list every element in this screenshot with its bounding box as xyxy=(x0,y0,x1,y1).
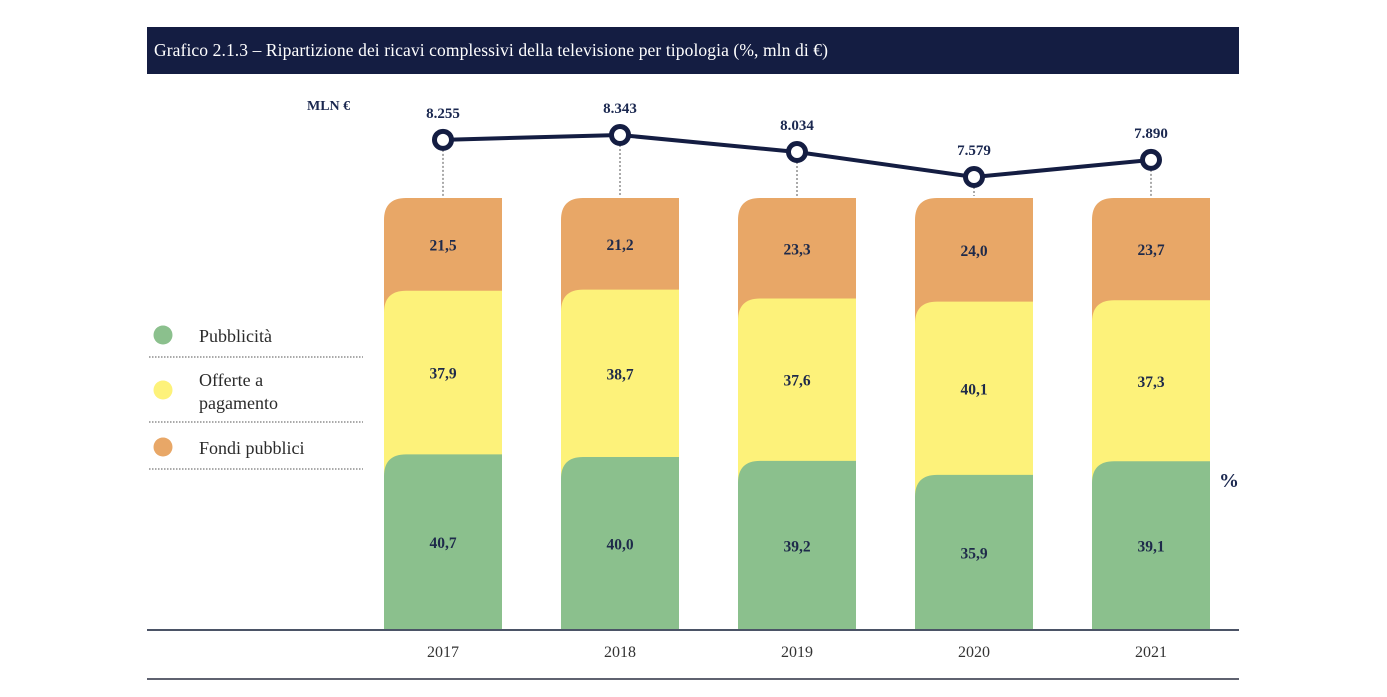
segment-value-label: 37,9 xyxy=(429,366,456,383)
segment-value-label: 40,1 xyxy=(960,381,987,398)
bar-segment-offerte-a-pagamento-2019 xyxy=(738,298,856,483)
legend: Pubblicità Offerte a pagamento Fondi pubbli… xyxy=(149,325,363,470)
segment-value-label: 21,2 xyxy=(606,237,633,254)
line-value-label-2020: 7.579 xyxy=(957,143,991,159)
segment-value-label: 21,5 xyxy=(429,237,456,254)
x-tick-label-2021: 2021 xyxy=(1135,644,1167,661)
bar-segment-pubblicit--2017 xyxy=(384,454,502,630)
bar-segment-pubblicit--2021 xyxy=(1092,461,1210,630)
legend-label: Offerte a xyxy=(199,370,263,390)
axes-group: MLN € % xyxy=(147,99,1239,680)
legend-label: pagamento xyxy=(199,393,278,413)
line-unit-label: MLN € xyxy=(307,99,350,114)
bar-unit-label: % xyxy=(1219,470,1239,492)
line-point-2018 xyxy=(609,124,631,146)
legend-swatch-2 xyxy=(153,437,173,457)
legend-swatch-0 xyxy=(153,325,173,345)
segment-value-label: 40,7 xyxy=(429,535,456,552)
segment-value-label: 38,7 xyxy=(606,366,633,383)
segment-value-label: 24,0 xyxy=(960,243,987,260)
legend-swatch-1 xyxy=(153,380,173,400)
line-point-2017 xyxy=(432,128,454,151)
segment-value-label: 23,7 xyxy=(1137,242,1164,259)
bar-segment-fondi-pubblici-2019 xyxy=(738,198,856,321)
legend-label: Fondi pubblici xyxy=(199,438,305,458)
line-value-label-2021: 7.890 xyxy=(1134,126,1168,142)
x-tick-label-2018: 2018 xyxy=(604,644,636,661)
bar-segment-offerte-a-pagamento-2021 xyxy=(1092,300,1210,484)
bar-segment-fondi-pubblici-2020 xyxy=(915,198,1033,324)
line-value-label-2018: 8.343 xyxy=(603,101,637,117)
x-tick-label-2019: 2019 xyxy=(781,644,813,661)
bars-group: 40,7 37,9 21,5 2017 40,0 38,7 21,2 2018 39,2 37,6… xyxy=(384,198,1210,661)
segment-value-label: 35,9 xyxy=(960,545,987,562)
line-point-2019 xyxy=(786,140,808,163)
line-value-label-2017: 8.255 xyxy=(426,106,460,122)
bar-segment-fondi-pubblici-2017 xyxy=(384,198,502,313)
segment-value-label: 39,1 xyxy=(1137,539,1164,556)
x-tick-label-2020: 2020 xyxy=(958,644,990,661)
segment-value-label: 37,3 xyxy=(1137,374,1164,391)
bar-segment-fondi-pubblici-2018 xyxy=(561,198,679,312)
segment-value-label: 39,2 xyxy=(783,538,810,555)
chart-title: Grafico 2.1.3 – Ripartizione dei ricavi … xyxy=(154,40,829,60)
segment-value-label: 23,3 xyxy=(783,241,810,258)
line-point-2021 xyxy=(1140,148,1162,171)
segment-value-label: 37,6 xyxy=(783,373,810,390)
chart-title-bar: Grafico 2.1.3 – Ripartizione dei ricavi … xyxy=(147,27,1239,74)
segment-value-label: 40,0 xyxy=(606,537,633,554)
x-tick-label-2017: 2017 xyxy=(427,644,459,661)
legend-label: Pubblicità xyxy=(199,326,272,346)
bar-segment-pubblicit--2018 xyxy=(561,457,679,630)
line-value-label-2019: 8.034 xyxy=(780,118,814,134)
bar-segment-offerte-a-pagamento-2017 xyxy=(384,290,502,477)
line-series-group: 8.255 8.343 8.034 7.579 7.890 xyxy=(426,101,1168,196)
bar-segment-offerte-a-pagamento-2020 xyxy=(915,301,1033,497)
line-point-2020 xyxy=(963,166,985,188)
bar-segment-offerte-a-pagamento-2018 xyxy=(561,289,679,480)
bar-segment-fondi-pubblici-2021 xyxy=(1092,198,1210,323)
bar-segment-pubblicit--2020 xyxy=(915,474,1033,630)
bar-segment-pubblicit--2019 xyxy=(738,460,856,630)
